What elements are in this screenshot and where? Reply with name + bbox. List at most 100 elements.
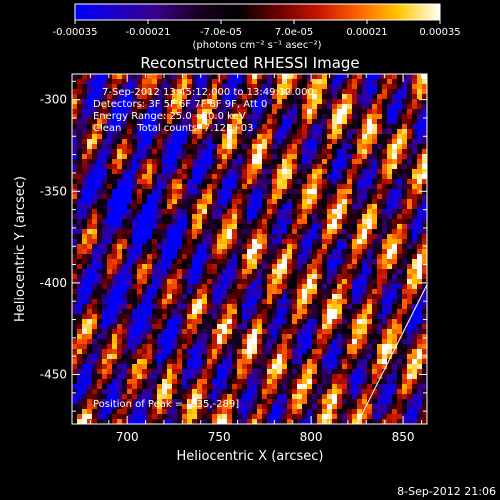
heatmap-cell bbox=[177, 394, 183, 400]
heatmap-cell bbox=[217, 199, 223, 205]
heatmap-cell bbox=[132, 344, 138, 350]
heatmap-cell bbox=[252, 99, 258, 105]
heatmap-cell bbox=[302, 334, 308, 340]
heatmap-cell bbox=[387, 244, 393, 250]
heatmap-cell bbox=[282, 269, 288, 275]
heatmap-cell bbox=[122, 284, 128, 290]
heatmap-cell bbox=[277, 84, 283, 90]
heatmap-cell bbox=[252, 249, 258, 255]
heatmap-cell bbox=[97, 354, 103, 360]
heatmap-cell bbox=[342, 264, 348, 270]
heatmap-cell bbox=[237, 109, 243, 115]
heatmap-cell bbox=[152, 209, 158, 215]
heatmap-cell bbox=[317, 404, 323, 410]
heatmap-cell bbox=[87, 359, 93, 365]
heatmap-cell bbox=[167, 254, 173, 260]
heatmap-cell bbox=[312, 219, 318, 225]
heatmap-cell bbox=[107, 209, 113, 215]
heatmap-cell bbox=[237, 389, 243, 395]
heatmap-cell bbox=[387, 89, 393, 95]
heatmap-cell bbox=[117, 279, 123, 285]
heatmap-cell bbox=[352, 324, 358, 330]
heatmap-cell bbox=[352, 179, 358, 185]
heatmap-cell bbox=[207, 114, 213, 120]
heatmap-cell bbox=[137, 129, 143, 135]
heatmap-cell bbox=[92, 369, 98, 375]
heatmap-cell bbox=[207, 104, 213, 110]
heatmap-cell bbox=[112, 394, 118, 400]
heatmap-cell bbox=[317, 124, 323, 130]
heatmap-cell bbox=[222, 169, 228, 175]
heatmap-cell bbox=[217, 104, 223, 110]
heatmap-cell bbox=[322, 229, 328, 235]
heatmap-cell bbox=[372, 404, 378, 410]
heatmap-cell bbox=[232, 189, 238, 195]
heatmap-cell bbox=[282, 284, 288, 290]
heatmap-cell bbox=[267, 79, 273, 85]
heatmap-cell bbox=[112, 304, 118, 310]
heatmap-cell bbox=[322, 339, 328, 345]
heatmap-cell bbox=[237, 229, 243, 235]
heatmap-cell bbox=[367, 209, 373, 215]
heatmap-cell bbox=[182, 139, 188, 145]
heatmap-cell bbox=[217, 174, 223, 180]
heatmap-cell bbox=[322, 164, 328, 170]
heatmap-cell bbox=[377, 149, 383, 155]
heatmap-cell bbox=[72, 304, 78, 310]
heatmap-cell bbox=[167, 204, 173, 210]
heatmap-cell bbox=[317, 114, 323, 120]
heatmap-cell bbox=[112, 399, 118, 405]
heatmap-cell bbox=[382, 199, 388, 205]
heatmap-cell bbox=[407, 229, 413, 235]
heatmap-cell bbox=[192, 384, 198, 390]
heatmap-cell bbox=[302, 409, 308, 415]
heatmap-cell bbox=[207, 159, 213, 165]
heatmap-cell bbox=[347, 279, 353, 285]
heatmap-cell bbox=[372, 289, 378, 295]
heatmap-cell bbox=[267, 334, 273, 340]
heatmap-cell bbox=[282, 289, 288, 295]
heatmap-cell bbox=[377, 409, 383, 415]
heatmap-cell bbox=[377, 384, 383, 390]
heatmap-cell bbox=[92, 144, 98, 150]
heatmap-cell bbox=[357, 359, 363, 365]
heatmap-cell bbox=[122, 229, 128, 235]
heatmap-cell bbox=[182, 84, 188, 90]
heatmap-cell bbox=[137, 104, 143, 110]
heatmap-cell bbox=[392, 289, 398, 295]
heatmap-cell bbox=[87, 109, 93, 115]
heatmap-cell bbox=[117, 414, 123, 420]
heatmap-cell bbox=[417, 244, 423, 250]
heatmap-cell bbox=[72, 224, 78, 230]
heatmap-cell bbox=[357, 149, 363, 155]
heatmap-cell bbox=[302, 159, 308, 165]
heatmap-cell bbox=[392, 194, 398, 200]
heatmap-cell bbox=[247, 379, 253, 385]
heatmap-cell bbox=[147, 99, 153, 105]
heatmap-cell bbox=[207, 179, 213, 185]
heatmap-cell bbox=[422, 149, 427, 155]
heatmap-cell bbox=[307, 109, 313, 115]
heatmap-cell bbox=[72, 94, 78, 100]
heatmap-cell bbox=[147, 314, 153, 320]
heatmap-cell bbox=[192, 74, 198, 80]
heatmap-cell bbox=[267, 349, 273, 355]
heatmap-cell bbox=[137, 154, 143, 160]
heatmap-cell bbox=[402, 259, 408, 265]
heatmap-cell bbox=[367, 99, 373, 105]
heatmap-cell bbox=[412, 349, 418, 355]
heatmap-cell bbox=[77, 224, 83, 230]
heatmap-cell bbox=[92, 244, 98, 250]
heatmap-cell bbox=[292, 174, 298, 180]
heatmap-cell bbox=[107, 219, 113, 225]
heatmap-cell bbox=[217, 409, 223, 415]
heatmap-cell bbox=[357, 284, 363, 290]
heatmap-cell bbox=[307, 344, 313, 350]
heatmap-cell bbox=[72, 344, 78, 350]
heatmap-cell bbox=[347, 224, 353, 230]
heatmap-cell bbox=[342, 234, 348, 240]
heatmap-cell bbox=[232, 319, 238, 325]
heatmap-cell bbox=[157, 204, 163, 210]
heatmap-cell bbox=[182, 119, 188, 125]
heatmap-cell bbox=[317, 84, 323, 90]
